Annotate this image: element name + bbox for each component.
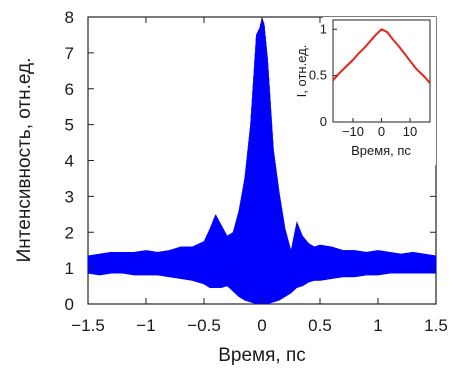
y-tick-label: 1 (65, 259, 74, 278)
inset-series-line (332, 28, 431, 84)
y-tick-label: 6 (65, 80, 74, 99)
inset-x-tick-label: −10 (342, 124, 364, 139)
main-x-axis-title: Время, пс (218, 345, 306, 366)
x-tick-label: −0.5 (187, 316, 221, 335)
y-tick-label: 4 (65, 152, 74, 171)
y-tick-label: 7 (65, 44, 74, 63)
y-tick-label: 5 (65, 116, 74, 135)
main-y-axis-title: Интенсивность, отн.ед. (14, 58, 35, 263)
y-tick-label: 0 (65, 295, 74, 314)
x-tick-label: 1.5 (424, 316, 448, 335)
inset-y-tick-label: 1 (320, 21, 327, 36)
y-tick-label: 2 (65, 223, 74, 242)
x-tick-label: −1.5 (71, 316, 105, 335)
inset-plot: −10 0 10 0 0.5 1 Время, пс I, отн.ед. (294, 17, 436, 165)
inset-y-tick-label: 0.5 (309, 68, 327, 83)
x-tick-label: 0.5 (308, 316, 332, 335)
y-tick-label: 3 (65, 187, 74, 206)
inset-background (323, 17, 436, 165)
inset-y-axis-title: I, отн.ед. (294, 45, 309, 98)
x-tick-label: 0 (257, 316, 266, 335)
x-tick-label: 1 (373, 316, 382, 335)
inset-x-tick-label: 0 (378, 124, 385, 139)
x-tick-label: −1 (136, 316, 155, 335)
main-plot: −1.5 −1 −0.5 0 0.5 1 1.5 0 1 2 3 4 5 6 7 8 Время, пс Ин… (14, 8, 448, 366)
inset-x-tick-label: 10 (403, 124, 417, 139)
inset-series (332, 28, 431, 84)
main-ticks: −1.5 −1 −0.5 0 0.5 1 1.5 0 1 2 3 4 5 6 7 8 (65, 8, 448, 335)
y-tick-label: 8 (65, 8, 74, 27)
inset-ticks: −10 0 10 0 0.5 1 (309, 21, 417, 139)
inset-y-tick-label: 0 (320, 114, 327, 129)
inset-x-axis-title: Время, пс (351, 143, 411, 158)
